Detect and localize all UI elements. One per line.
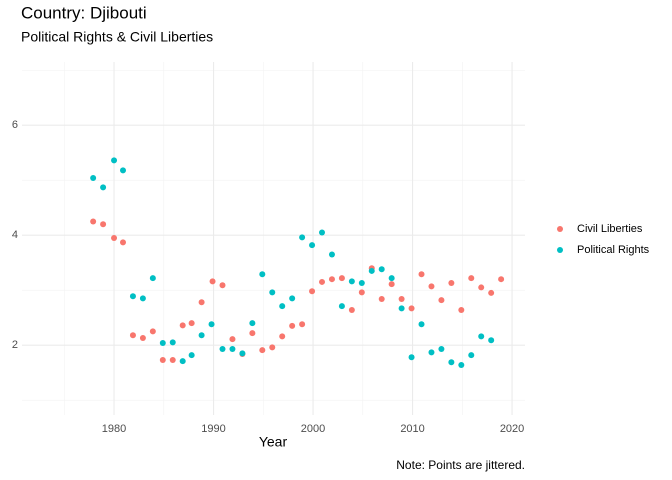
point	[468, 352, 475, 359]
caption: Note: Points are jittered.	[396, 458, 525, 472]
point	[249, 320, 256, 327]
point	[498, 276, 505, 283]
point	[229, 336, 236, 343]
point	[279, 333, 286, 340]
point	[100, 184, 107, 191]
point	[149, 275, 156, 282]
point	[488, 289, 495, 296]
point	[198, 299, 205, 306]
point	[229, 346, 236, 353]
point	[198, 332, 205, 339]
point	[188, 352, 195, 359]
y-tick-label: 2	[12, 339, 18, 351]
x-tick-label: 1980	[102, 423, 126, 435]
point	[119, 239, 126, 246]
point	[279, 303, 286, 310]
point	[408, 354, 415, 361]
point	[448, 359, 455, 366]
point	[159, 339, 166, 346]
point	[418, 321, 425, 328]
point	[208, 321, 215, 328]
point	[269, 344, 276, 351]
point	[358, 289, 365, 296]
point	[179, 322, 186, 329]
point	[219, 346, 226, 353]
point	[448, 280, 455, 287]
point	[398, 295, 405, 302]
point	[478, 284, 485, 291]
chart-subtitle: Political Rights & Civil Liberties	[21, 29, 213, 45]
point	[388, 281, 395, 288]
point	[239, 350, 246, 357]
point	[111, 234, 118, 241]
point	[319, 278, 326, 285]
point	[438, 297, 445, 304]
point	[338, 303, 345, 310]
point	[309, 242, 316, 249]
point	[179, 358, 186, 365]
point	[90, 218, 97, 225]
point	[119, 167, 126, 174]
point	[309, 288, 316, 295]
point	[428, 349, 435, 356]
point	[139, 295, 146, 302]
point	[319, 229, 326, 236]
point	[418, 271, 425, 278]
x-tick-label: 1990	[201, 423, 225, 435]
point	[488, 337, 495, 344]
point	[378, 266, 385, 273]
y-tick-label: 6	[12, 119, 18, 131]
point	[129, 293, 136, 300]
point	[348, 306, 355, 313]
x-tick-label: 2010	[400, 423, 424, 435]
point	[299, 321, 306, 328]
y-tick-label: 4	[12, 229, 18, 241]
point	[299, 234, 306, 241]
point	[358, 280, 365, 287]
point	[408, 305, 415, 312]
point	[388, 275, 395, 282]
point	[219, 282, 226, 289]
x-tick-label: 2020	[500, 423, 524, 435]
x-tick-label: 2000	[301, 423, 325, 435]
point	[159, 357, 166, 364]
chart-title: Country: Djibouti	[21, 3, 147, 22]
point	[478, 333, 485, 340]
point	[269, 289, 276, 296]
point	[100, 221, 107, 228]
point	[259, 347, 266, 354]
point	[169, 339, 176, 346]
point	[378, 295, 385, 302]
point	[328, 251, 335, 258]
legend-label: Civil Liberties	[577, 223, 643, 235]
point	[90, 175, 97, 182]
point	[149, 328, 156, 335]
point	[438, 346, 445, 353]
point	[398, 305, 405, 312]
point	[348, 278, 355, 285]
point	[249, 330, 256, 337]
point	[458, 361, 465, 368]
point	[428, 283, 435, 290]
point	[209, 278, 216, 285]
point	[368, 267, 375, 274]
point	[458, 306, 465, 313]
legend-label: Political Rights	[577, 244, 650, 256]
point	[338, 275, 345, 282]
point	[328, 276, 335, 283]
legend-key	[557, 247, 563, 253]
point	[188, 320, 195, 327]
point	[169, 357, 176, 364]
legend-key	[557, 226, 563, 232]
point	[129, 332, 136, 339]
point	[468, 275, 475, 282]
point	[139, 335, 146, 342]
point	[289, 322, 296, 329]
x-axis-label: Year	[259, 434, 288, 450]
point	[289, 295, 296, 302]
point	[259, 271, 266, 278]
point	[111, 157, 118, 164]
